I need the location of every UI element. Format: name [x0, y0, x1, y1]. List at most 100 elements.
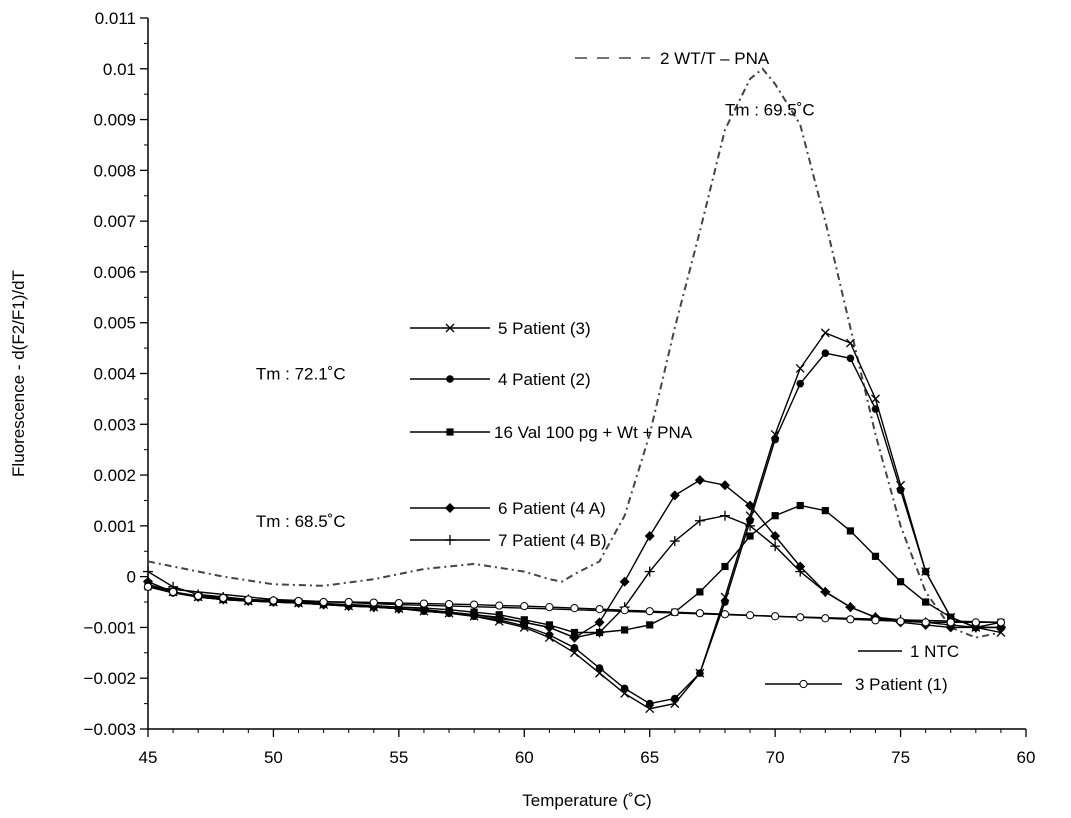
data-point	[244, 595, 253, 604]
data-point	[519, 617, 530, 628]
y-tick-label: 0.009	[93, 111, 136, 130]
tm-annotation: Tm : 69.5˚C	[725, 100, 815, 119]
data-point	[846, 615, 855, 624]
data-point	[770, 541, 781, 552]
legend-marker	[446, 375, 454, 383]
data-point	[694, 515, 705, 526]
legend-entry: 6 Patient (4 A)	[410, 499, 606, 518]
data-point	[194, 591, 203, 601]
data-point	[746, 532, 754, 540]
legend-entry: 16 Val 100 pg + Wt + PNA	[410, 423, 693, 442]
legend-marker	[445, 503, 455, 513]
legend-marker	[446, 428, 454, 436]
data-point	[545, 631, 554, 639]
data-point	[494, 612, 505, 623]
data-point	[469, 609, 480, 620]
data-point	[745, 611, 755, 620]
data-point	[644, 566, 655, 577]
x-tick-label: 50	[264, 748, 283, 767]
data-point	[620, 684, 629, 693]
legend-entry: 3 Patient (1)	[765, 675, 948, 694]
data-point	[846, 354, 855, 363]
y-tick-label: 0.007	[93, 212, 136, 231]
data-point	[696, 669, 704, 677]
data-point	[570, 604, 579, 613]
data-point	[619, 576, 630, 587]
data-point	[595, 664, 604, 672]
data-point	[570, 643, 579, 652]
data-point	[294, 596, 303, 606]
y-tick-label: 0.01	[103, 60, 136, 79]
data-point	[696, 588, 704, 596]
y-axis-ticks: −0.003 −0.002 −0.001 0 0.001 0.002 0.003 0.004 0…	[84, 9, 148, 739]
data-point	[621, 626, 629, 634]
data-point	[544, 622, 555, 633]
data-point	[319, 597, 328, 607]
data-point	[745, 520, 756, 531]
data-point	[719, 480, 730, 491]
data-point	[669, 490, 680, 501]
legend-label: 4 Patient (2)	[498, 370, 591, 389]
data-point	[719, 510, 730, 521]
x-axis-ticks: 45 50 55 60 65 70 75 60	[139, 729, 1035, 767]
data-point	[570, 628, 579, 637]
data-point	[645, 699, 654, 708]
y-tick-label: −0.002	[84, 669, 136, 688]
data-point	[871, 616, 880, 625]
legend-entry: 4 Patient (2)	[410, 370, 591, 389]
data-point	[168, 587, 178, 596]
data-point	[721, 562, 729, 571]
y-tick-label: 0.002	[93, 466, 136, 485]
y-tick-label: 0.001	[93, 517, 136, 536]
data-point	[896, 578, 905, 586]
data-point	[996, 618, 1006, 627]
x-tick-label: 75	[891, 748, 910, 767]
legend-entry: 5 Patient (3)	[410, 319, 591, 338]
data-point	[771, 435, 779, 444]
y-tick-label: 0.011	[95, 9, 136, 28]
data-point	[470, 600, 479, 609]
data-point	[871, 405, 880, 413]
x-tick-label: 70	[766, 748, 785, 767]
data-point	[545, 603, 554, 612]
x-tick-label: 60	[515, 748, 534, 767]
data-point	[745, 500, 756, 511]
x-axis-title: Temperature (˚C)	[522, 791, 651, 810]
series-line	[147, 67, 1002, 639]
data-point	[694, 475, 705, 486]
data-point	[771, 512, 779, 520]
legend-label: 3 Patient (1)	[855, 675, 948, 694]
legend-entry: 7 Patient (4 B)	[410, 531, 607, 550]
data-point	[219, 593, 228, 603]
series-0	[147, 67, 1002, 639]
data-point	[444, 607, 455, 618]
y-tick-label: 0.003	[93, 415, 136, 434]
x-tick-label: 45	[139, 748, 158, 767]
data-point	[947, 613, 955, 621]
data-point	[419, 599, 429, 608]
data-point	[695, 609, 704, 618]
data-point	[143, 566, 153, 577]
data-point	[569, 632, 580, 643]
legend-label: 2 WT/T – PNA	[660, 49, 770, 68]
x-tick-label: 55	[389, 748, 408, 767]
data-point	[444, 599, 454, 609]
data-point	[820, 586, 831, 597]
data-point	[646, 621, 654, 629]
data-point	[344, 597, 353, 607]
data-point	[896, 617, 905, 626]
series-7	[143, 582, 1006, 627]
legend-label: 6 Patient (4 A)	[498, 499, 606, 518]
y-tick-label: 0.008	[93, 161, 136, 180]
data-point	[771, 612, 780, 621]
data-point	[620, 606, 629, 615]
y-tick-label: −0.001	[84, 618, 136, 637]
legend-entry: 1 NTC	[858, 642, 959, 661]
legend-label: 1 NTC	[910, 642, 959, 661]
data-point	[821, 507, 829, 515]
data-point	[871, 552, 880, 560]
data-point	[971, 618, 980, 627]
data-point	[946, 618, 955, 627]
legend-marker	[799, 679, 808, 689]
